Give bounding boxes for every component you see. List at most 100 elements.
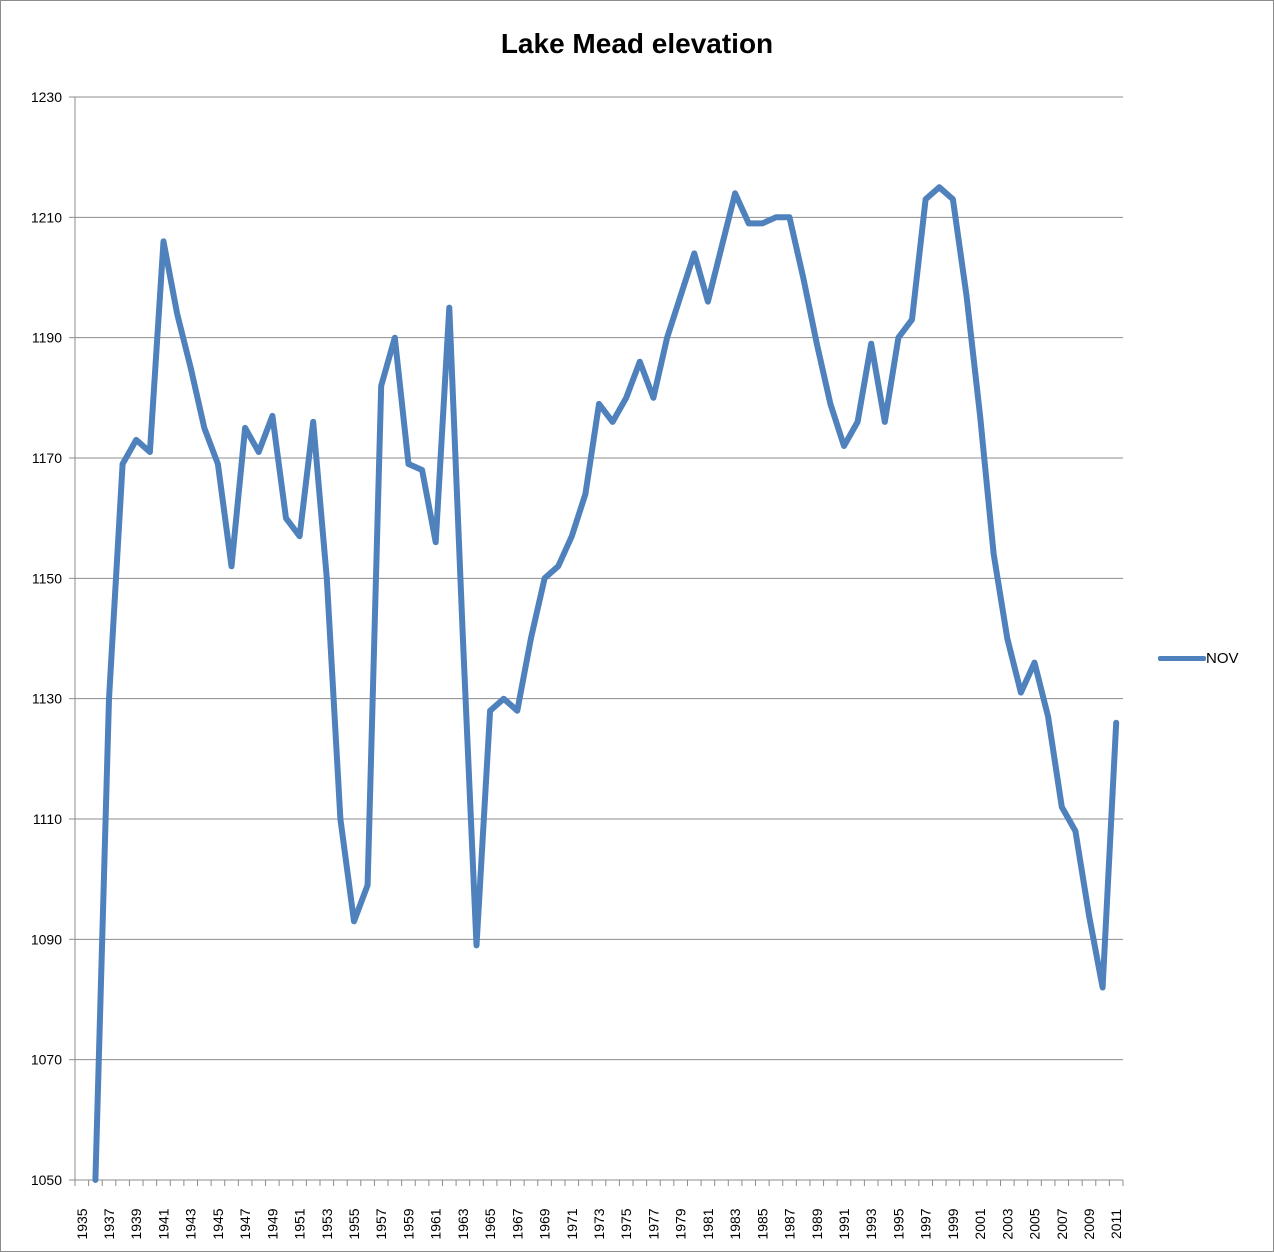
x-tick-label: 1967 [509, 1208, 525, 1239]
data-point [435, 541, 437, 543]
data-point [802, 277, 804, 278]
data-point [598, 403, 600, 405]
data-point [1006, 638, 1008, 639]
x-tick-label: 1959 [400, 1208, 416, 1239]
data-point [312, 421, 314, 423]
data-point [339, 818, 341, 820]
data-point [162, 240, 164, 242]
x-tick-label: 1935 [74, 1208, 90, 1239]
y-tick-label: 1050 [31, 1172, 62, 1188]
data-point [925, 198, 927, 200]
data-point [367, 884, 369, 886]
data-point [707, 301, 709, 303]
y-tick-label: 1230 [31, 89, 62, 105]
data-point [612, 421, 614, 423]
data-point [394, 337, 396, 339]
data-point [993, 553, 995, 555]
data-point [734, 192, 736, 194]
data-point [299, 535, 301, 537]
legend-label: NOV [1206, 650, 1239, 667]
data-point [843, 445, 845, 447]
legend: NOV [1158, 650, 1239, 667]
legend-swatch [1158, 656, 1206, 661]
data-point [462, 638, 464, 639]
x-tick-label: 2005 [1027, 1208, 1043, 1239]
data-point [857, 421, 859, 423]
data-point [122, 463, 124, 465]
x-tick-label: 1941 [155, 1208, 171, 1239]
data-point [557, 565, 559, 567]
y-tick-label: 1150 [32, 570, 62, 586]
series-line-nov [92, 184, 1120, 1183]
y-tick-label: 1190 [32, 330, 62, 346]
data-point [353, 920, 355, 922]
y-tick-label: 1210 [31, 209, 62, 225]
data-point [217, 463, 219, 465]
x-tick-label: 1945 [210, 1208, 226, 1239]
x-tick-label: 1937 [101, 1208, 117, 1239]
data-point [516, 710, 518, 712]
x-tick-label: 1973 [591, 1208, 607, 1239]
data-point [231, 565, 233, 567]
data-point [816, 343, 818, 345]
data-point [94, 1179, 96, 1181]
data-point [1115, 722, 1117, 724]
data-point [639, 361, 641, 363]
x-tick-label: 1991 [836, 1208, 852, 1239]
x-tick-label: 2011 [1108, 1209, 1124, 1239]
data-point [108, 698, 110, 700]
x-tick-label: 1957 [373, 1208, 389, 1239]
x-tick-label: 2001 [972, 1208, 988, 1239]
data-point [1102, 986, 1104, 988]
data-point [938, 186, 940, 188]
x-tick-label: 1963 [455, 1208, 471, 1239]
data-point [884, 421, 886, 423]
data-point [244, 427, 246, 429]
data-point [176, 313, 178, 315]
x-tick-label: 1955 [346, 1208, 362, 1239]
data-point [285, 517, 287, 519]
data-point [135, 439, 137, 441]
data-point [1020, 692, 1022, 694]
data-point [203, 427, 205, 429]
y-tick-label: 1170 [32, 450, 62, 466]
data-point [476, 944, 478, 946]
x-tick-label: 1969 [537, 1208, 553, 1239]
data-point [258, 451, 260, 453]
data-point [489, 710, 491, 712]
x-tick-label: 1949 [264, 1208, 280, 1239]
data-point [625, 397, 627, 399]
x-tick-label: 1989 [809, 1208, 825, 1239]
data-point [979, 415, 981, 417]
data-point [1061, 806, 1063, 808]
data-point [666, 337, 668, 339]
x-tick-label: 1995 [890, 1208, 906, 1239]
data-point [326, 577, 328, 579]
data-point [965, 295, 967, 297]
x-tick-label: 1947 [237, 1208, 253, 1239]
x-tick-label: 1977 [645, 1208, 661, 1239]
data-point [448, 307, 450, 309]
data-point [380, 385, 382, 387]
data-point [503, 698, 505, 700]
data-point [584, 493, 586, 495]
data-point [680, 295, 682, 297]
x-tick-label: 1961 [428, 1208, 444, 1239]
data-point [775, 216, 777, 218]
x-tick-label: 2007 [1054, 1208, 1070, 1239]
x-tick-label: 1981 [700, 1208, 716, 1239]
y-tick-label: 1070 [31, 1052, 62, 1068]
data-point [952, 198, 954, 200]
x-tick-label: 1965 [482, 1208, 498, 1239]
x-tick-label: 2003 [999, 1208, 1015, 1239]
x-tick-label: 1971 [564, 1208, 580, 1239]
x-tick-label: 1943 [183, 1208, 199, 1239]
data-point [1047, 716, 1049, 718]
data-point [271, 415, 273, 417]
data-point [544, 577, 546, 579]
x-tick-label: 1951 [292, 1208, 308, 1239]
data-point [530, 638, 532, 639]
y-tick-label: 1090 [31, 931, 62, 947]
